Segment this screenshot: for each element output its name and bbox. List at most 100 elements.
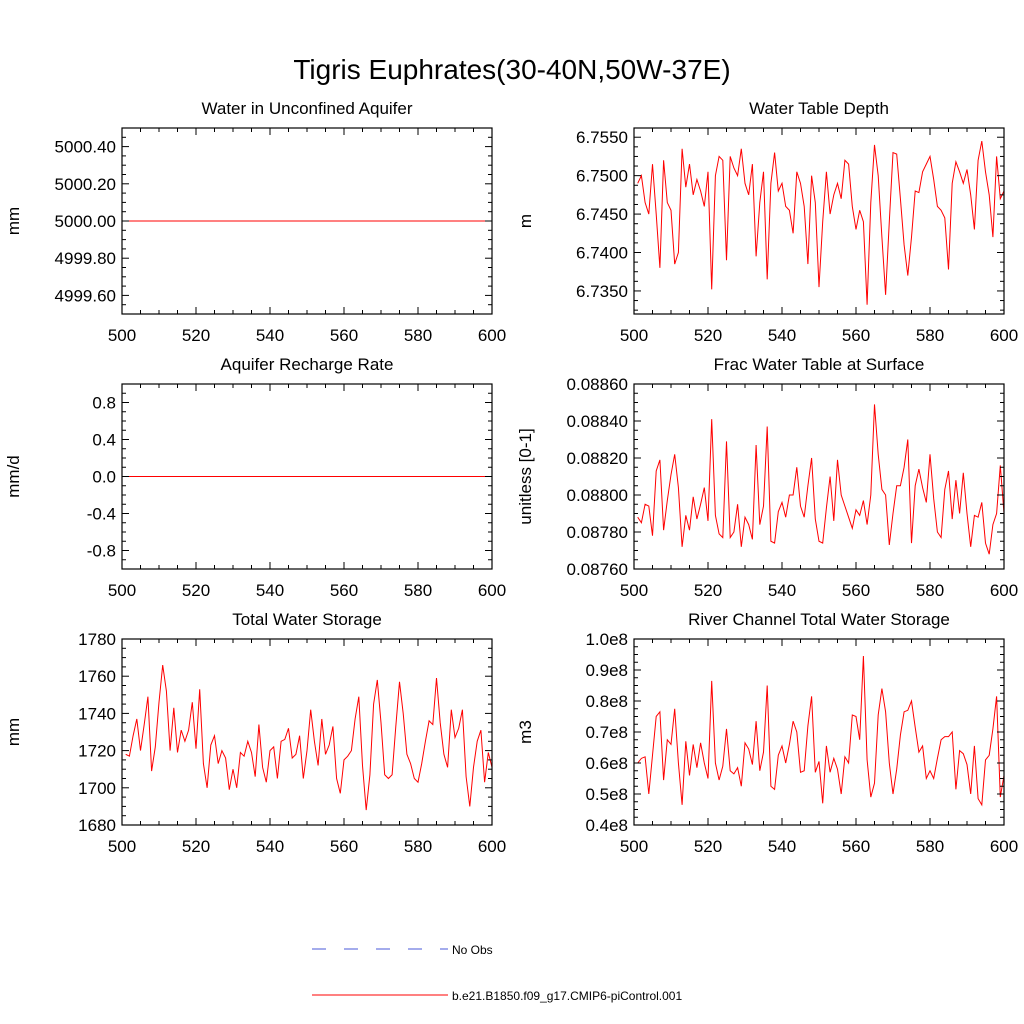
x-tick-label: 560 <box>330 326 358 345</box>
x-tick-label: 540 <box>256 837 284 856</box>
plot-frame <box>633 638 1005 826</box>
legend-label-no-obs: No Obs <box>452 943 493 957</box>
y-tick-label: 1780 <box>78 630 116 649</box>
y-tick-label: 0.08840 <box>567 412 628 431</box>
panel-6: River Channel Total Water Storage m3 500 52… <box>516 610 1018 856</box>
y-axis-label: unitless [0-1] <box>516 428 535 524</box>
y-tick-label: 6.7500 <box>576 167 628 186</box>
x-tick-label: 580 <box>404 837 432 856</box>
x-tick-label: 560 <box>842 326 870 345</box>
y-tick-label: 0.08860 <box>567 375 628 394</box>
y-axis-label: m3 <box>516 720 535 744</box>
panel-4: Frac Water Table at Surface unitless [0-1… <box>516 355 1018 600</box>
y-tick-label: -0.8 <box>87 542 116 561</box>
panel-title: Water Table Depth <box>749 99 889 118</box>
x-tick-label: 520 <box>694 837 722 856</box>
y-tick-label: 0.8e8 <box>585 692 628 711</box>
x-tick-label: 500 <box>108 581 136 600</box>
x-tick-label: 500 <box>620 326 648 345</box>
x-tick-label: 600 <box>478 581 506 600</box>
y-tick-label: 0.08760 <box>567 560 628 579</box>
plot-frame <box>121 638 493 826</box>
panel-title: Total Water Storage <box>232 610 382 629</box>
x-tick-label: 500 <box>108 837 136 856</box>
y-tick-label: 0.08800 <box>567 486 628 505</box>
legend-label-model: b.e21.B1850.f09_g17.CMIP6-piControl.001 <box>452 989 682 1003</box>
y-tick-label: 6.7550 <box>576 128 628 147</box>
legend: No Obs b.e21.B1850.f09_g17.CMIP6-piContr… <box>312 943 682 1003</box>
y-tick-label: 4999.60 <box>55 286 116 305</box>
x-tick-label: 580 <box>916 581 944 600</box>
y-tick-label: 1.0e8 <box>585 630 628 649</box>
panel-title: Aquifer Recharge Rate <box>221 355 394 374</box>
series-line <box>637 140 1005 305</box>
y-tick-label: 0.08820 <box>567 449 628 468</box>
x-tick-label: 520 <box>182 326 210 345</box>
figure-title: Tigris Euphrates(30-40N,50W-37E) <box>293 54 730 85</box>
y-axis-label: mm <box>4 207 23 235</box>
panel-2: Water Table Depth m 500 520 540 560 580 600 6.73… <box>516 99 1018 345</box>
x-tick-label: 540 <box>256 326 284 345</box>
panel-1: Water in Unconfined Aquifer mm 500 520 540 56… <box>4 99 506 345</box>
panels: Water in Unconfined Aquifer mm 500 520 540 56… <box>4 99 1018 856</box>
y-tick-label: 1700 <box>78 779 116 798</box>
x-tick-label: 500 <box>620 581 648 600</box>
x-tick-label: 500 <box>620 837 648 856</box>
x-tick-label: 600 <box>478 837 506 856</box>
x-tick-label: 580 <box>916 837 944 856</box>
panel-title: River Channel Total Water Storage <box>688 610 950 629</box>
y-axis-label: mm <box>4 718 23 746</box>
x-tick-label: 580 <box>404 326 432 345</box>
panel-title: Frac Water Table at Surface <box>714 355 925 374</box>
y-tick-label: 0.7e8 <box>585 723 628 742</box>
x-tick-label: 600 <box>990 837 1018 856</box>
x-tick-label: 580 <box>916 326 944 345</box>
x-tick-label: 520 <box>182 581 210 600</box>
y-tick-label: 1740 <box>78 704 116 723</box>
y-tick-label: 5000.20 <box>55 175 116 194</box>
series-line <box>125 664 493 811</box>
x-tick-label: 560 <box>330 837 358 856</box>
y-tick-label: 1680 <box>78 816 116 835</box>
y-tick-label: 0.4 <box>92 431 116 450</box>
y-tick-label: 0.5e8 <box>585 785 628 804</box>
x-tick-label: 500 <box>108 326 136 345</box>
y-tick-label: 0.9e8 <box>585 661 628 680</box>
y-tick-label: 6.7400 <box>576 244 628 263</box>
x-tick-label: 540 <box>768 326 796 345</box>
x-tick-label: 600 <box>478 326 506 345</box>
y-tick-label: 4999.80 <box>55 249 116 268</box>
x-tick-label: 600 <box>990 326 1018 345</box>
y-tick-label: 6.7450 <box>576 205 628 224</box>
y-tick-label: 1760 <box>78 667 116 686</box>
y-tick-label: -0.4 <box>87 505 116 524</box>
x-tick-label: 520 <box>694 581 722 600</box>
x-tick-label: 580 <box>404 581 432 600</box>
y-axis-label: mm/d <box>4 455 23 498</box>
x-tick-label: 560 <box>842 581 870 600</box>
y-tick-label: 1720 <box>78 742 116 761</box>
y-tick-label: 6.7350 <box>576 282 628 301</box>
panel-3: Aquifer Recharge Rate mm/d 500 520 540 560 580… <box>4 355 506 600</box>
x-tick-label: 560 <box>330 581 358 600</box>
y-tick-label: 0.0 <box>92 468 116 487</box>
y-axis-label: m <box>516 214 535 228</box>
x-tick-label: 560 <box>842 837 870 856</box>
x-tick-label: 520 <box>182 837 210 856</box>
x-tick-label: 540 <box>768 581 796 600</box>
x-tick-label: 540 <box>256 581 284 600</box>
y-tick-label: 5000.00 <box>55 212 116 231</box>
y-tick-label: 0.6e8 <box>585 754 628 773</box>
y-tick-label: 5000.40 <box>55 138 116 157</box>
panel-title: Water in Unconfined Aquifer <box>201 99 412 118</box>
y-tick-label: 0.08780 <box>567 523 628 542</box>
panel-5: Total Water Storage mm 500 520 540 560 580 600 1… <box>4 610 506 856</box>
x-tick-label: 520 <box>694 326 722 345</box>
series-line <box>637 656 1005 807</box>
y-tick-label: 0.4e8 <box>585 816 628 835</box>
y-tick-label: 0.8 <box>92 394 116 413</box>
x-tick-label: 540 <box>768 837 796 856</box>
series-line <box>637 404 1005 555</box>
x-tick-label: 600 <box>990 581 1018 600</box>
